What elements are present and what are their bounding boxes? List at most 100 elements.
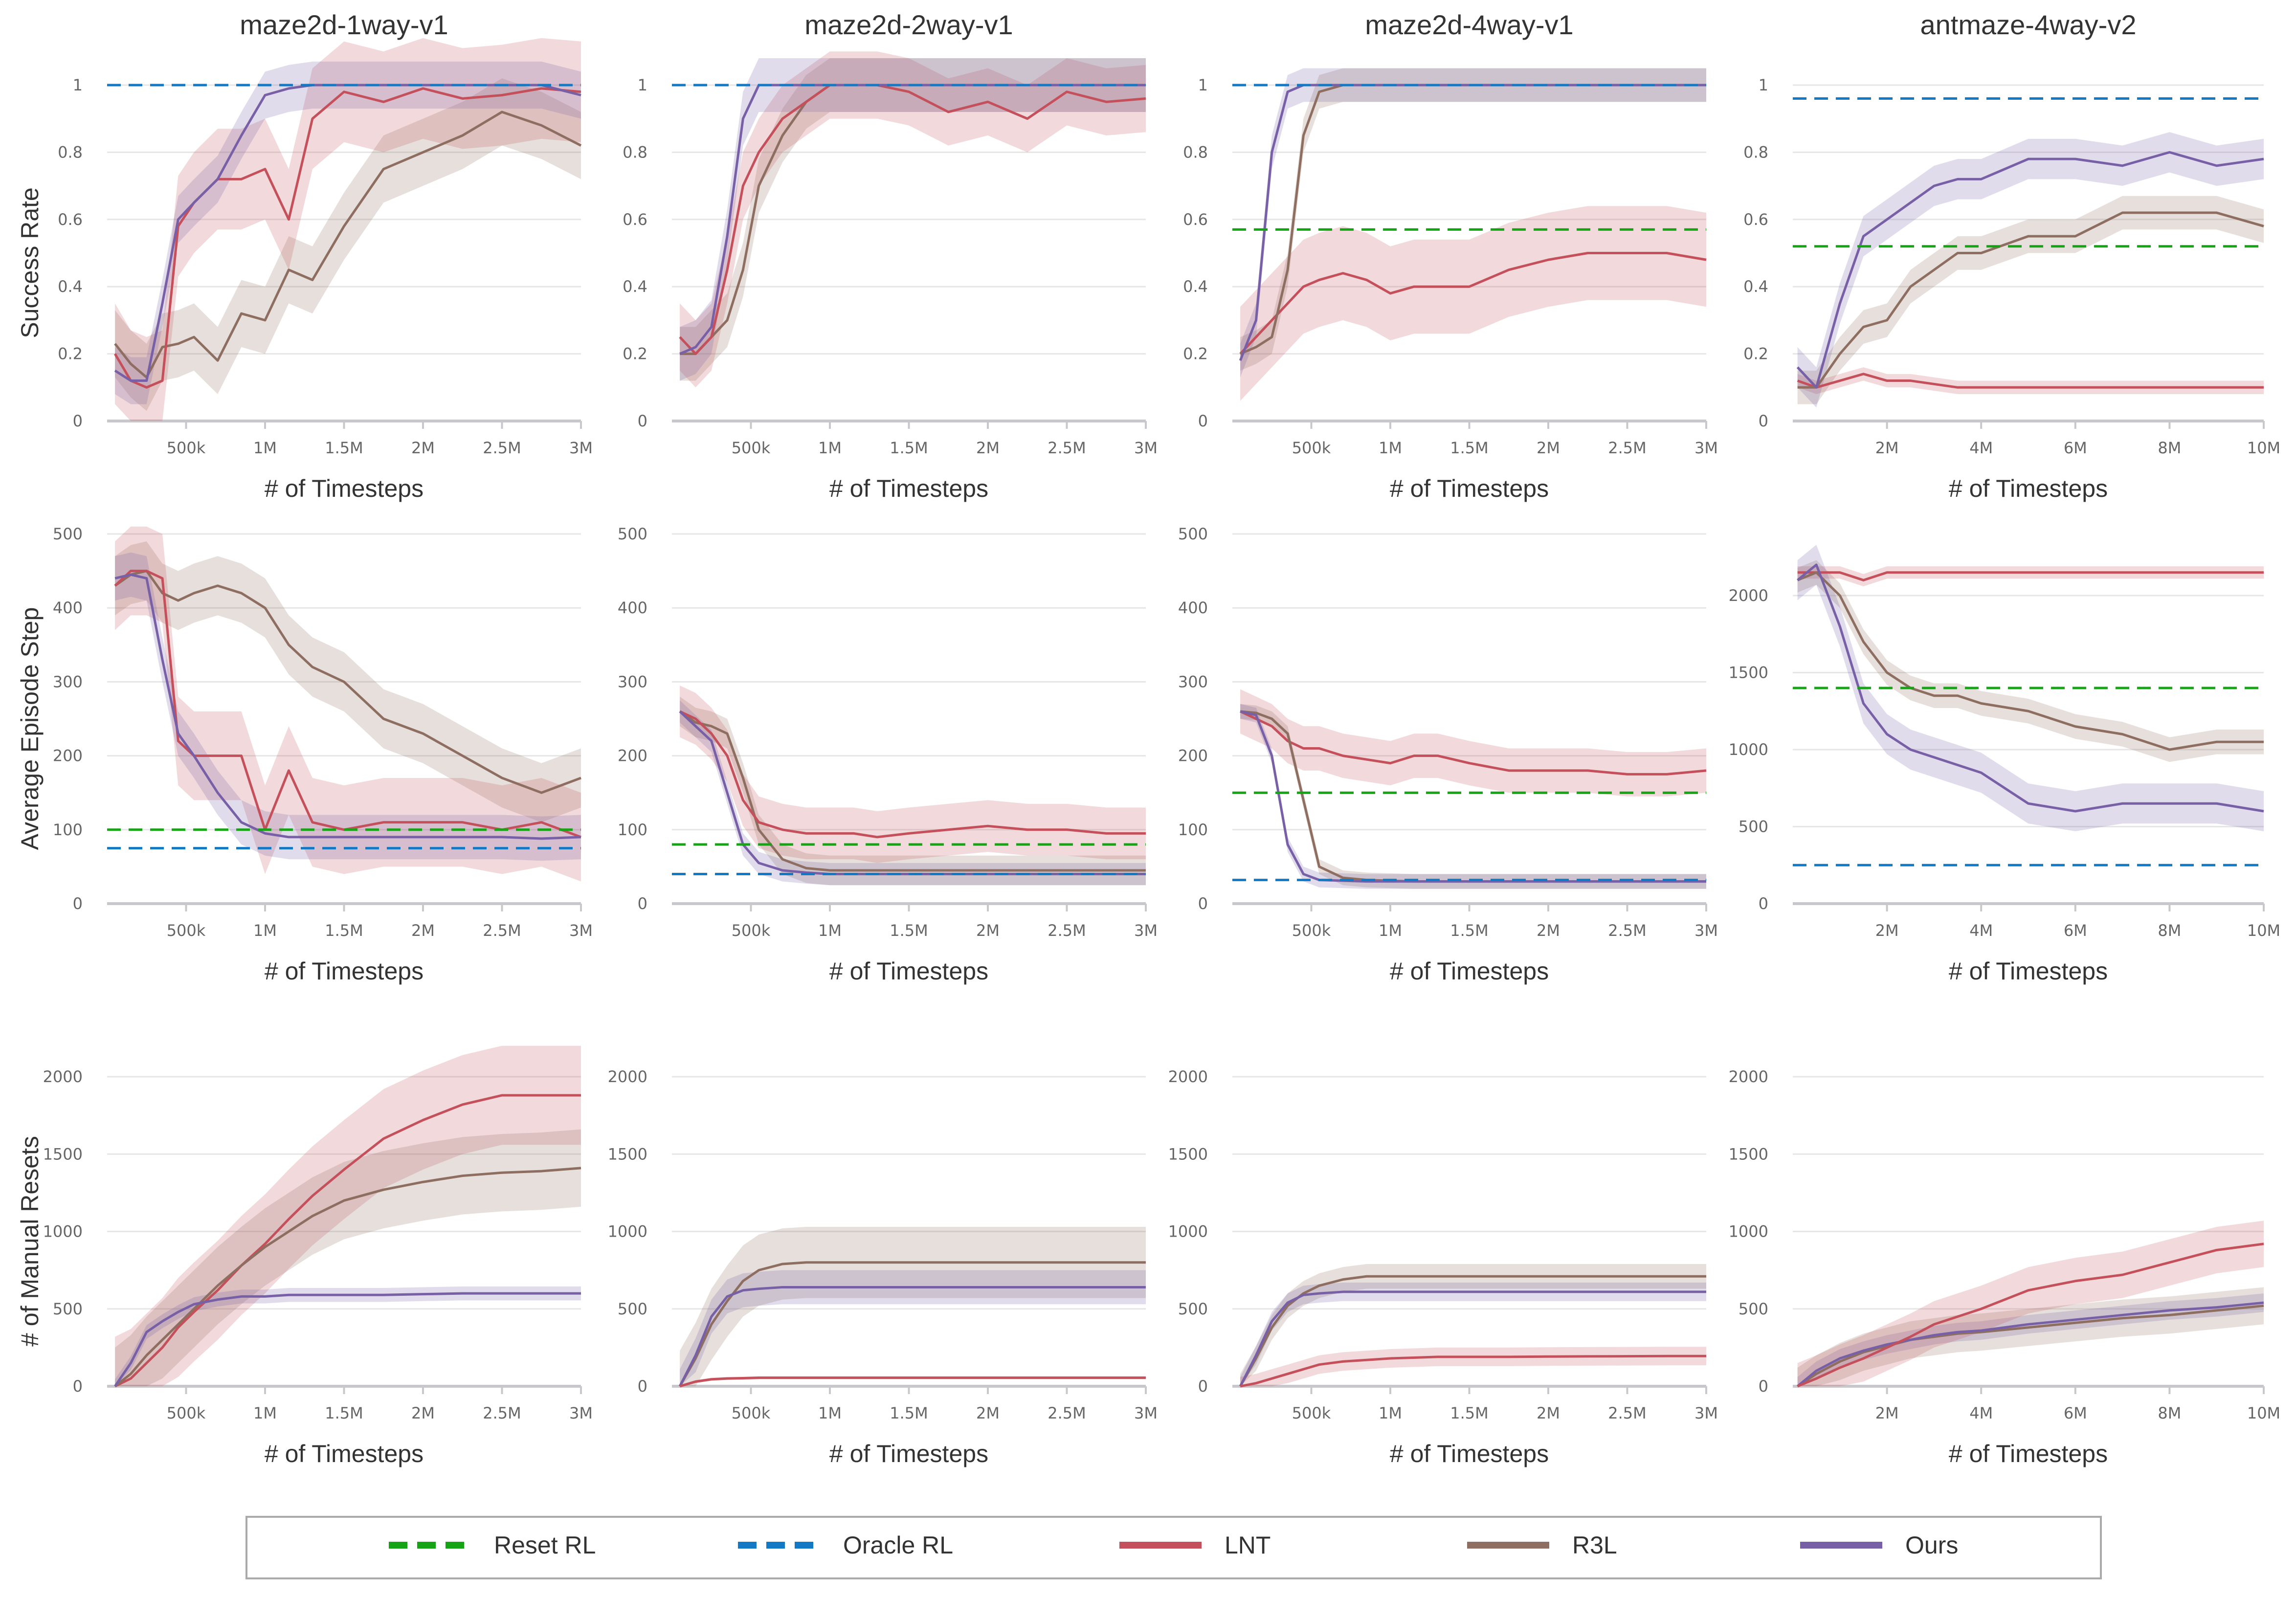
band-lnt <box>1797 1220 2264 1386</box>
x-axis-label: # of Timesteps <box>829 1440 988 1467</box>
x-tick-label: 1M <box>1379 439 1402 457</box>
series-line-r3l <box>114 1167 581 1387</box>
legend-label: LNT <box>1225 1531 1271 1559</box>
x-axis-label: # of Timesteps <box>1390 957 1549 985</box>
x-tick-label: 3M <box>1134 921 1158 940</box>
series-line-lnt <box>1239 252 1707 355</box>
y-tick-label: 100 <box>1178 821 1208 839</box>
band-lnt <box>1797 367 2264 395</box>
legend: Reset RL Oracle RL LNT R3L Ours <box>245 1516 2102 1579</box>
y-tick-label: 0.8 <box>623 143 647 161</box>
y-tick-label: 2000 <box>1729 1067 1768 1086</box>
subplot-grid: 0 0.2 0.4 0.6 0.8 1 500k 1M 1.5M 2M 2.5M 3M maze2d-1… <box>16 9 2280 1467</box>
y-axis-label: # of Manual Resets <box>16 1136 44 1347</box>
series-line-lnt <box>679 1376 1146 1388</box>
legend-label: Reset RL <box>494 1531 596 1559</box>
x-tick-label: 2M <box>1875 439 1899 457</box>
x-axis-label: # of Timesteps <box>1949 957 2108 985</box>
y-tick-label: 0 <box>1759 894 1768 913</box>
y-tick-label: 500 <box>618 1300 647 1318</box>
series-line-r3l <box>114 111 582 379</box>
y-tick-label: 0.6 <box>58 210 83 229</box>
y-tick-label: 500 <box>618 525 647 543</box>
y-tick-label: 1000 <box>1729 1222 1768 1241</box>
x-tick-label: 1.5M <box>890 921 928 940</box>
subplot-3-1: 0 500 1000 1500 2000 500k 1M 1.5M 2M 2.5M 3M # of T… <box>16 1045 593 1467</box>
series-line-ours <box>1797 563 2264 813</box>
legend-label: R3L <box>1572 1531 1617 1559</box>
x-tick-label: 3M <box>1694 921 1718 940</box>
y-tick-label: 200 <box>53 747 83 765</box>
legend-label: Ours <box>1905 1531 1958 1559</box>
x-tick-label: 500k <box>1292 439 1331 457</box>
band-ours <box>115 1286 581 1386</box>
x-tick-label: 1.5M <box>1450 921 1489 940</box>
x-tick-label: 1.5M <box>325 921 363 940</box>
band-lnt <box>680 685 1146 863</box>
x-tick-label: 1.5M <box>325 1404 363 1422</box>
band-r3l <box>1797 560 2264 762</box>
band-ours <box>1797 132 2264 408</box>
y-tick-label: 0.4 <box>1183 277 1208 296</box>
y-tick-label: 0 <box>1759 1377 1768 1396</box>
series-line-r3l <box>114 570 581 794</box>
y-tick-label: 0 <box>1759 412 1768 430</box>
x-tick-label: 500k <box>1292 921 1331 940</box>
band-ours <box>1797 545 2264 831</box>
band-r3l <box>115 541 581 822</box>
y-tick-label: 1000 <box>1168 1222 1208 1241</box>
x-tick-label: 6M <box>2064 921 2087 940</box>
y-tick-label: 300 <box>1178 672 1208 691</box>
y-tick-label: 400 <box>53 599 83 617</box>
series-line-lnt <box>114 570 581 839</box>
series-line-ours <box>678 1286 1146 1387</box>
y-tick-label: 100 <box>53 821 83 839</box>
x-tick-label: 2M <box>1537 439 1560 457</box>
y-tick-label: 0 <box>1198 1377 1208 1396</box>
subplot-1-4: 0 0.2 0.4 0.6 0.8 1 2M 4M 6M 8M 10M antmaze-4way-v2… <box>1743 9 2280 502</box>
x-tick-label: 3M <box>1694 439 1718 457</box>
band-r3l <box>680 696 1146 886</box>
y-tick-label: 1000 <box>43 1222 83 1241</box>
y-tick-label: 0.2 <box>623 345 647 363</box>
y-tick-label: 0.8 <box>58 143 83 161</box>
x-tick-label: 2M <box>1537 1404 1560 1422</box>
y-tick-label: 1500 <box>1729 1145 1768 1163</box>
y-tick-label: 1 <box>73 76 83 94</box>
legend-item-ours: Ours <box>1800 1531 1958 1559</box>
series-line-r3l <box>1239 1275 1706 1387</box>
subplot-1-3: 0 0.2 0.4 0.6 0.8 1 500k 1M 1.5M 2M 2.5M 3M maze2d-4… <box>1183 9 1718 502</box>
x-tick-label: 2M <box>411 439 435 457</box>
series-line-ours <box>1239 84 1706 361</box>
band-r3l <box>1240 68 1706 371</box>
band-ours <box>680 1270 1146 1386</box>
series-line-ours <box>1240 710 1706 883</box>
x-tick-label: 2.5M <box>1608 1404 1647 1422</box>
x-axis-label: # of Timesteps <box>829 475 988 502</box>
y-tick-label: 2000 <box>608 1067 647 1086</box>
legend-label: Oracle RL <box>843 1531 953 1559</box>
y-tick-label: 0.8 <box>1183 143 1208 161</box>
band-ours <box>680 58 1146 381</box>
series-line-lnt <box>114 1094 581 1388</box>
subplot-3-2: 0 500 1000 1500 2000 500k 1M 1.5M 2M 2.5M 3M # of T… <box>608 1067 1158 1467</box>
y-tick-label: 1000 <box>1729 740 1768 759</box>
x-axis-label: # of Timesteps <box>1949 475 2108 502</box>
band-lnt <box>1240 689 1706 797</box>
series-line-lnt <box>1240 1354 1706 1388</box>
y-tick-label: 300 <box>618 672 647 691</box>
x-tick-label: 6M <box>2064 1404 2087 1422</box>
x-tick-label: 500k <box>732 921 771 940</box>
x-tick-label: 3M <box>1134 1404 1158 1422</box>
x-tick-label: 2M <box>976 921 1000 940</box>
y-tick-label: 0.6 <box>1743 210 1768 229</box>
x-tick-label: 1M <box>253 921 277 940</box>
y-tick-label: 0.8 <box>1743 143 1768 161</box>
x-axis-label: # of Timesteps <box>265 475 424 502</box>
series-line-lnt <box>1797 373 2264 389</box>
legend-item-oracle-rl: Oracle RL <box>738 1531 953 1559</box>
y-tick-label: 500 <box>1178 1300 1208 1318</box>
series-line-ours <box>1239 1290 1706 1387</box>
y-tick-label: 500 <box>1739 818 1768 836</box>
band-r3l <box>680 1227 1146 1386</box>
